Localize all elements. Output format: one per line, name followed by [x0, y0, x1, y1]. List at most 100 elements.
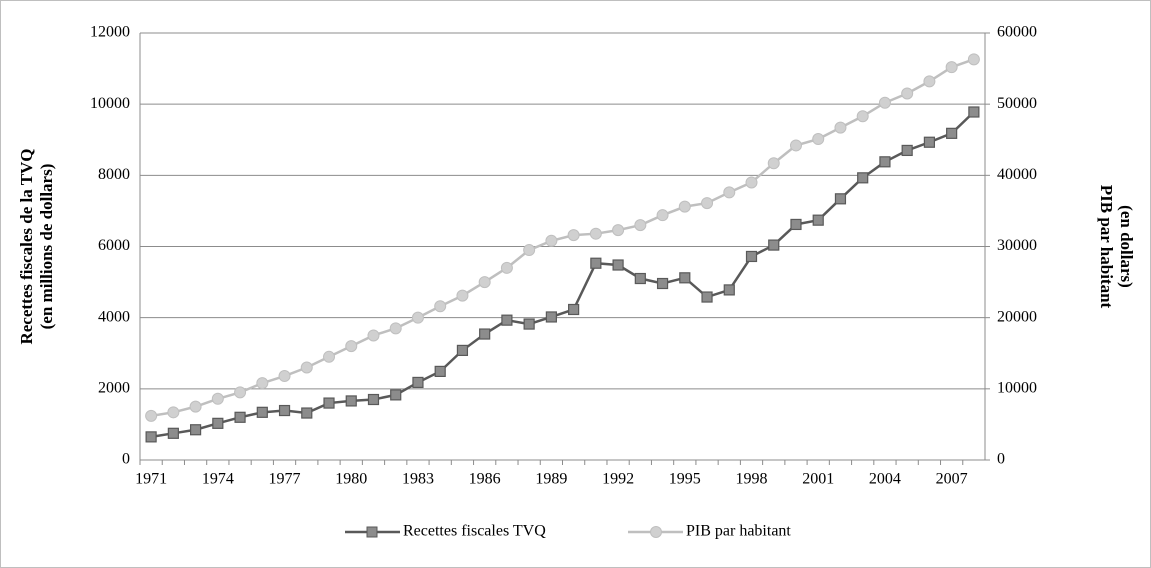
data-point — [879, 156, 891, 168]
x-tick-label: 1980 — [335, 471, 367, 488]
x-tick-label: 2001 — [802, 471, 834, 488]
legend-marker — [366, 526, 378, 538]
data-point — [434, 365, 446, 377]
data-point — [946, 127, 958, 139]
data-point — [923, 75, 936, 88]
data-point — [768, 239, 780, 251]
data-point — [501, 314, 513, 326]
data-point — [767, 157, 780, 170]
data-point — [523, 318, 535, 330]
data-point — [901, 144, 913, 157]
data-point — [901, 87, 914, 100]
y-tick-label: 2000 — [98, 380, 130, 397]
data-point — [345, 340, 358, 353]
x-tick-label: 1998 — [736, 471, 768, 488]
data-point — [389, 322, 402, 335]
data-point — [345, 395, 357, 407]
legend-label: Recettes fiscales TVQ — [403, 523, 546, 540]
data-point — [323, 397, 335, 409]
data-point — [634, 272, 646, 285]
data-point — [812, 214, 824, 226]
data-point — [523, 244, 536, 257]
x-tick-label: 1977 — [269, 471, 301, 488]
y2-tick-label: 20000 — [997, 308, 1037, 325]
data-point — [790, 218, 802, 231]
data-point — [367, 329, 380, 342]
data-point — [856, 110, 869, 123]
y-tick-label: 8000 — [98, 166, 130, 183]
data-point — [923, 136, 936, 148]
x-tick-label: 1986 — [469, 471, 501, 488]
x-tick-label: 1989 — [535, 471, 567, 488]
data-point — [390, 389, 402, 401]
data-point — [745, 176, 758, 189]
y2-tick-label: 30000 — [997, 237, 1037, 254]
data-point — [434, 300, 447, 313]
y2-axis-title: PIB par habitant — [1097, 185, 1116, 309]
y2-tick-label: 40000 — [997, 166, 1037, 183]
x-tick-label: 2004 — [869, 471, 901, 488]
data-point — [679, 272, 691, 284]
data-point — [590, 257, 602, 269]
y2-tick-label: 50000 — [997, 95, 1037, 112]
data-point — [968, 106, 980, 118]
data-point — [479, 328, 491, 340]
data-point — [323, 350, 336, 363]
data-point — [545, 311, 557, 323]
x-tick-label: 1971 — [135, 471, 167, 488]
data-point — [211, 392, 224, 405]
data-point — [656, 209, 669, 222]
data-point — [500, 261, 513, 274]
data-point — [212, 417, 224, 429]
data-point — [723, 284, 735, 296]
x-tick-label: 1983 — [402, 471, 434, 488]
data-point — [745, 250, 758, 263]
data-point — [857, 172, 869, 184]
data-point — [189, 424, 202, 436]
data-point — [723, 186, 736, 199]
data-point — [567, 229, 580, 242]
data-point — [789, 139, 802, 152]
data-point — [656, 277, 669, 290]
data-point — [701, 291, 713, 303]
data-point — [411, 311, 424, 324]
y2-tick-label: 60000 — [997, 24, 1037, 41]
data-point — [812, 133, 825, 146]
data-point — [878, 96, 891, 109]
data-point — [189, 400, 202, 413]
data-point — [701, 197, 714, 210]
data-point — [478, 276, 491, 289]
y-axis-title: Recettes fiscales de la TVQ — [17, 148, 36, 344]
data-point — [145, 431, 157, 443]
data-point — [678, 200, 691, 213]
data-point — [167, 427, 179, 439]
data-point — [278, 404, 291, 417]
data-point — [256, 377, 269, 390]
y-tick-label: 4000 — [98, 308, 130, 325]
y2-axis-title: (en dollars) — [1117, 205, 1136, 288]
legend-label: PIB par habitant — [686, 523, 791, 540]
data-point — [945, 61, 958, 74]
data-point — [300, 361, 313, 374]
data-point — [412, 376, 424, 389]
y2-tick-label: 0 — [997, 451, 1005, 468]
y-axis-title: (en millions de dollars) — [37, 164, 56, 330]
y2-tick-label: 10000 — [997, 380, 1037, 397]
x-tick-label: 1992 — [602, 471, 634, 488]
data-point — [589, 227, 602, 240]
y-tick-label: 6000 — [98, 237, 130, 254]
data-point — [568, 303, 580, 316]
data-point — [145, 409, 158, 422]
data-point — [456, 344, 469, 357]
data-point — [634, 219, 647, 232]
data-point — [167, 406, 180, 419]
data-point — [545, 234, 558, 247]
data-point — [367, 393, 380, 406]
data-point — [278, 370, 291, 383]
x-tick-label: 1995 — [669, 471, 701, 488]
y-tick-label: 0 — [122, 451, 130, 468]
data-point — [834, 121, 847, 134]
y-tick-label: 10000 — [90, 95, 130, 112]
